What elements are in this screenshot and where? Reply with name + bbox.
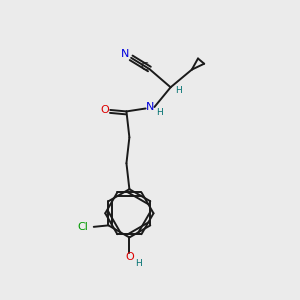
Text: H: H <box>156 107 163 116</box>
Text: O: O <box>125 252 134 262</box>
Text: C: C <box>140 62 148 72</box>
Text: N: N <box>121 49 130 59</box>
Text: N: N <box>146 102 154 112</box>
Text: H: H <box>135 259 142 268</box>
Text: O: O <box>100 105 109 115</box>
Text: Cl: Cl <box>77 222 88 232</box>
Text: H: H <box>176 86 182 95</box>
